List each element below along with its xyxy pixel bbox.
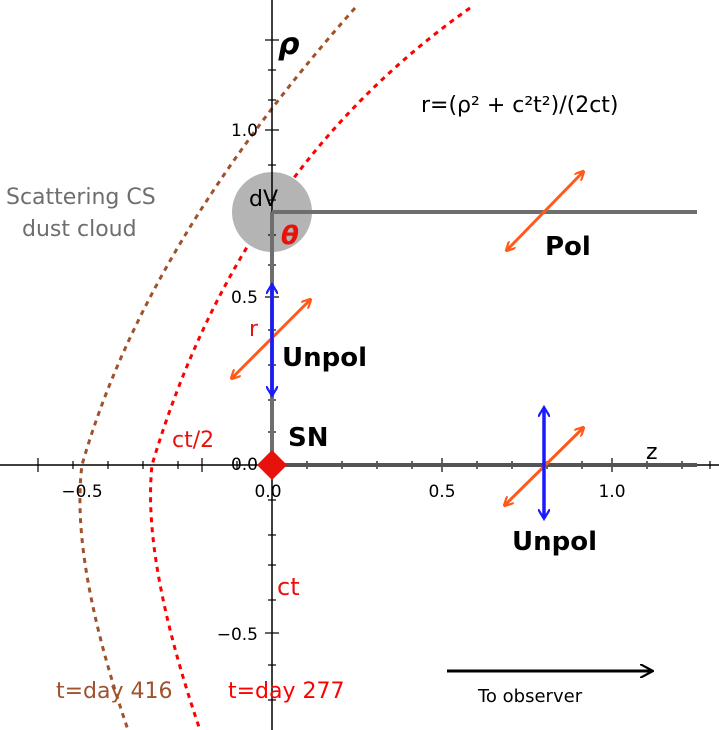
scattering-label: Scattering CS xyxy=(6,185,156,210)
y-tick-label: 1.0 xyxy=(231,121,258,141)
dust-echo-curve-day-277 xyxy=(149,6,471,730)
y-tick-label: 0.5 xyxy=(231,288,258,308)
dust-cloud-label: dust cloud xyxy=(22,217,137,242)
y-tick-label: 0.0 xyxy=(231,455,258,475)
x-tick-label: −0.5 xyxy=(61,482,102,502)
day-416-label: t=day 416 xyxy=(56,679,173,704)
dust-echo-curve-day-416 xyxy=(78,7,357,730)
dV-label: dV xyxy=(249,187,278,212)
day-277-label: t=day 277 xyxy=(228,679,345,704)
supernova-marker xyxy=(257,450,287,480)
sn-label: SN xyxy=(288,423,329,453)
scattering-path xyxy=(270,210,697,465)
pol-vector-arrow xyxy=(507,172,583,250)
unpol-label-top: Unpol xyxy=(282,343,367,373)
y-axis-label: ρ xyxy=(278,27,299,62)
x-tick-label: 0.0 xyxy=(254,482,281,502)
x-axis-label: z xyxy=(646,440,658,465)
r-label: r xyxy=(249,317,259,342)
x-tick-label: 0.5 xyxy=(428,482,455,502)
to-observer-label: To observer xyxy=(477,686,583,707)
equation-label: r=(ρ² + c²t²)/(2ct) xyxy=(421,93,619,118)
ct-half-label: ct/2 xyxy=(172,428,214,453)
theta-label: θ xyxy=(281,221,299,251)
y-tick-label: −0.5 xyxy=(217,625,258,645)
ct-label: ct xyxy=(277,573,300,601)
unpol-label-bottom: Unpol xyxy=(512,527,597,557)
x-tick-label: 1.0 xyxy=(598,482,625,502)
pol-label: Pol xyxy=(545,232,591,262)
